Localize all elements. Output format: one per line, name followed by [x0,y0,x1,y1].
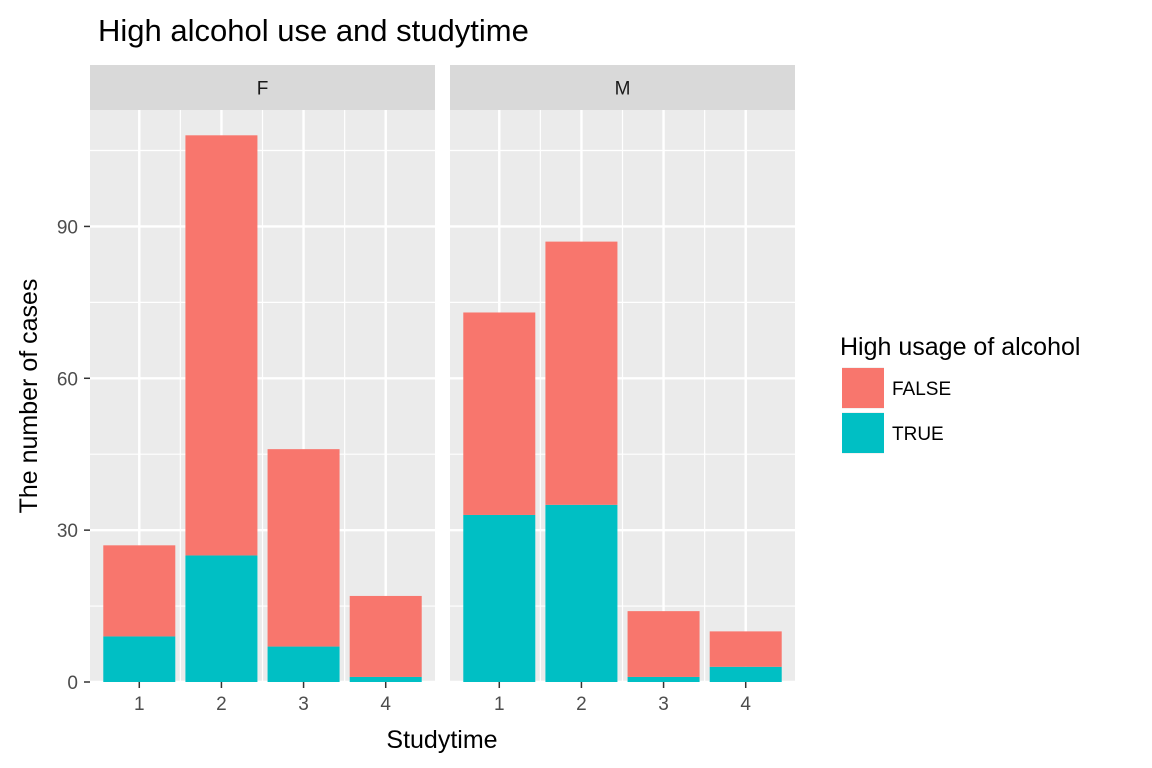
bar-true-f-1 [103,636,176,682]
x-axis: 1 2 3 4 1 2 3 4 [134,682,751,715]
y-tick-label: 60 [57,369,78,390]
x-tick-label: 3 [658,694,669,715]
legend-key-true [842,413,884,453]
legend-label-false: FALSE [892,379,951,400]
x-tick-label: 4 [380,694,391,715]
facet-strip [450,65,795,110]
bar-false-f-2 [185,135,258,556]
legend-key-false [842,368,884,408]
bar-true-m-4 [709,666,782,682]
x-tick-label: 3 [298,694,309,715]
x-tick-label: 1 [134,694,145,715]
facet-strip [90,65,435,110]
legend-label-true: TRUE [892,424,944,445]
bar-true-m-2 [545,504,618,682]
chart-title: High alcohol use and studytime [98,13,529,48]
legend: High usage of alcohol FALSE TRUE [840,333,1080,454]
legend-title: High usage of alcohol [840,333,1080,361]
panel-m: M [450,65,795,684]
x-axis-title: Studytime [386,726,497,754]
y-axis-title: The number of cases [15,279,43,514]
x-tick-label: 4 [740,694,751,715]
y-tick-label: 90 [57,217,78,238]
bar-false-m-1 [463,312,536,515]
facet-strip-label: F [257,79,269,100]
bar-false-f-4 [349,595,422,677]
y-tick-label: 30 [57,521,78,542]
bar-false-f-1 [103,545,176,637]
x-tick-label: 2 [576,694,587,715]
x-tick-label: 2 [216,694,227,715]
bar-true-f-2 [185,555,258,682]
bar-false-f-3 [267,449,340,647]
x-tick-label: 1 [494,694,505,715]
panel-f: F [90,65,435,684]
bar-false-m-2 [545,241,618,505]
y-tick-label: 0 [67,673,78,694]
bar-true-f-3 [267,646,340,682]
bar-false-m-4 [709,631,782,667]
facet-strip-label: M [615,79,631,100]
bar-true-m-1 [463,514,536,682]
bar-false-m-3 [627,611,700,677]
bar-true-f-4 [349,676,422,682]
y-axis: 0 30 60 90 [57,217,90,694]
bar-true-m-3 [627,676,700,682]
